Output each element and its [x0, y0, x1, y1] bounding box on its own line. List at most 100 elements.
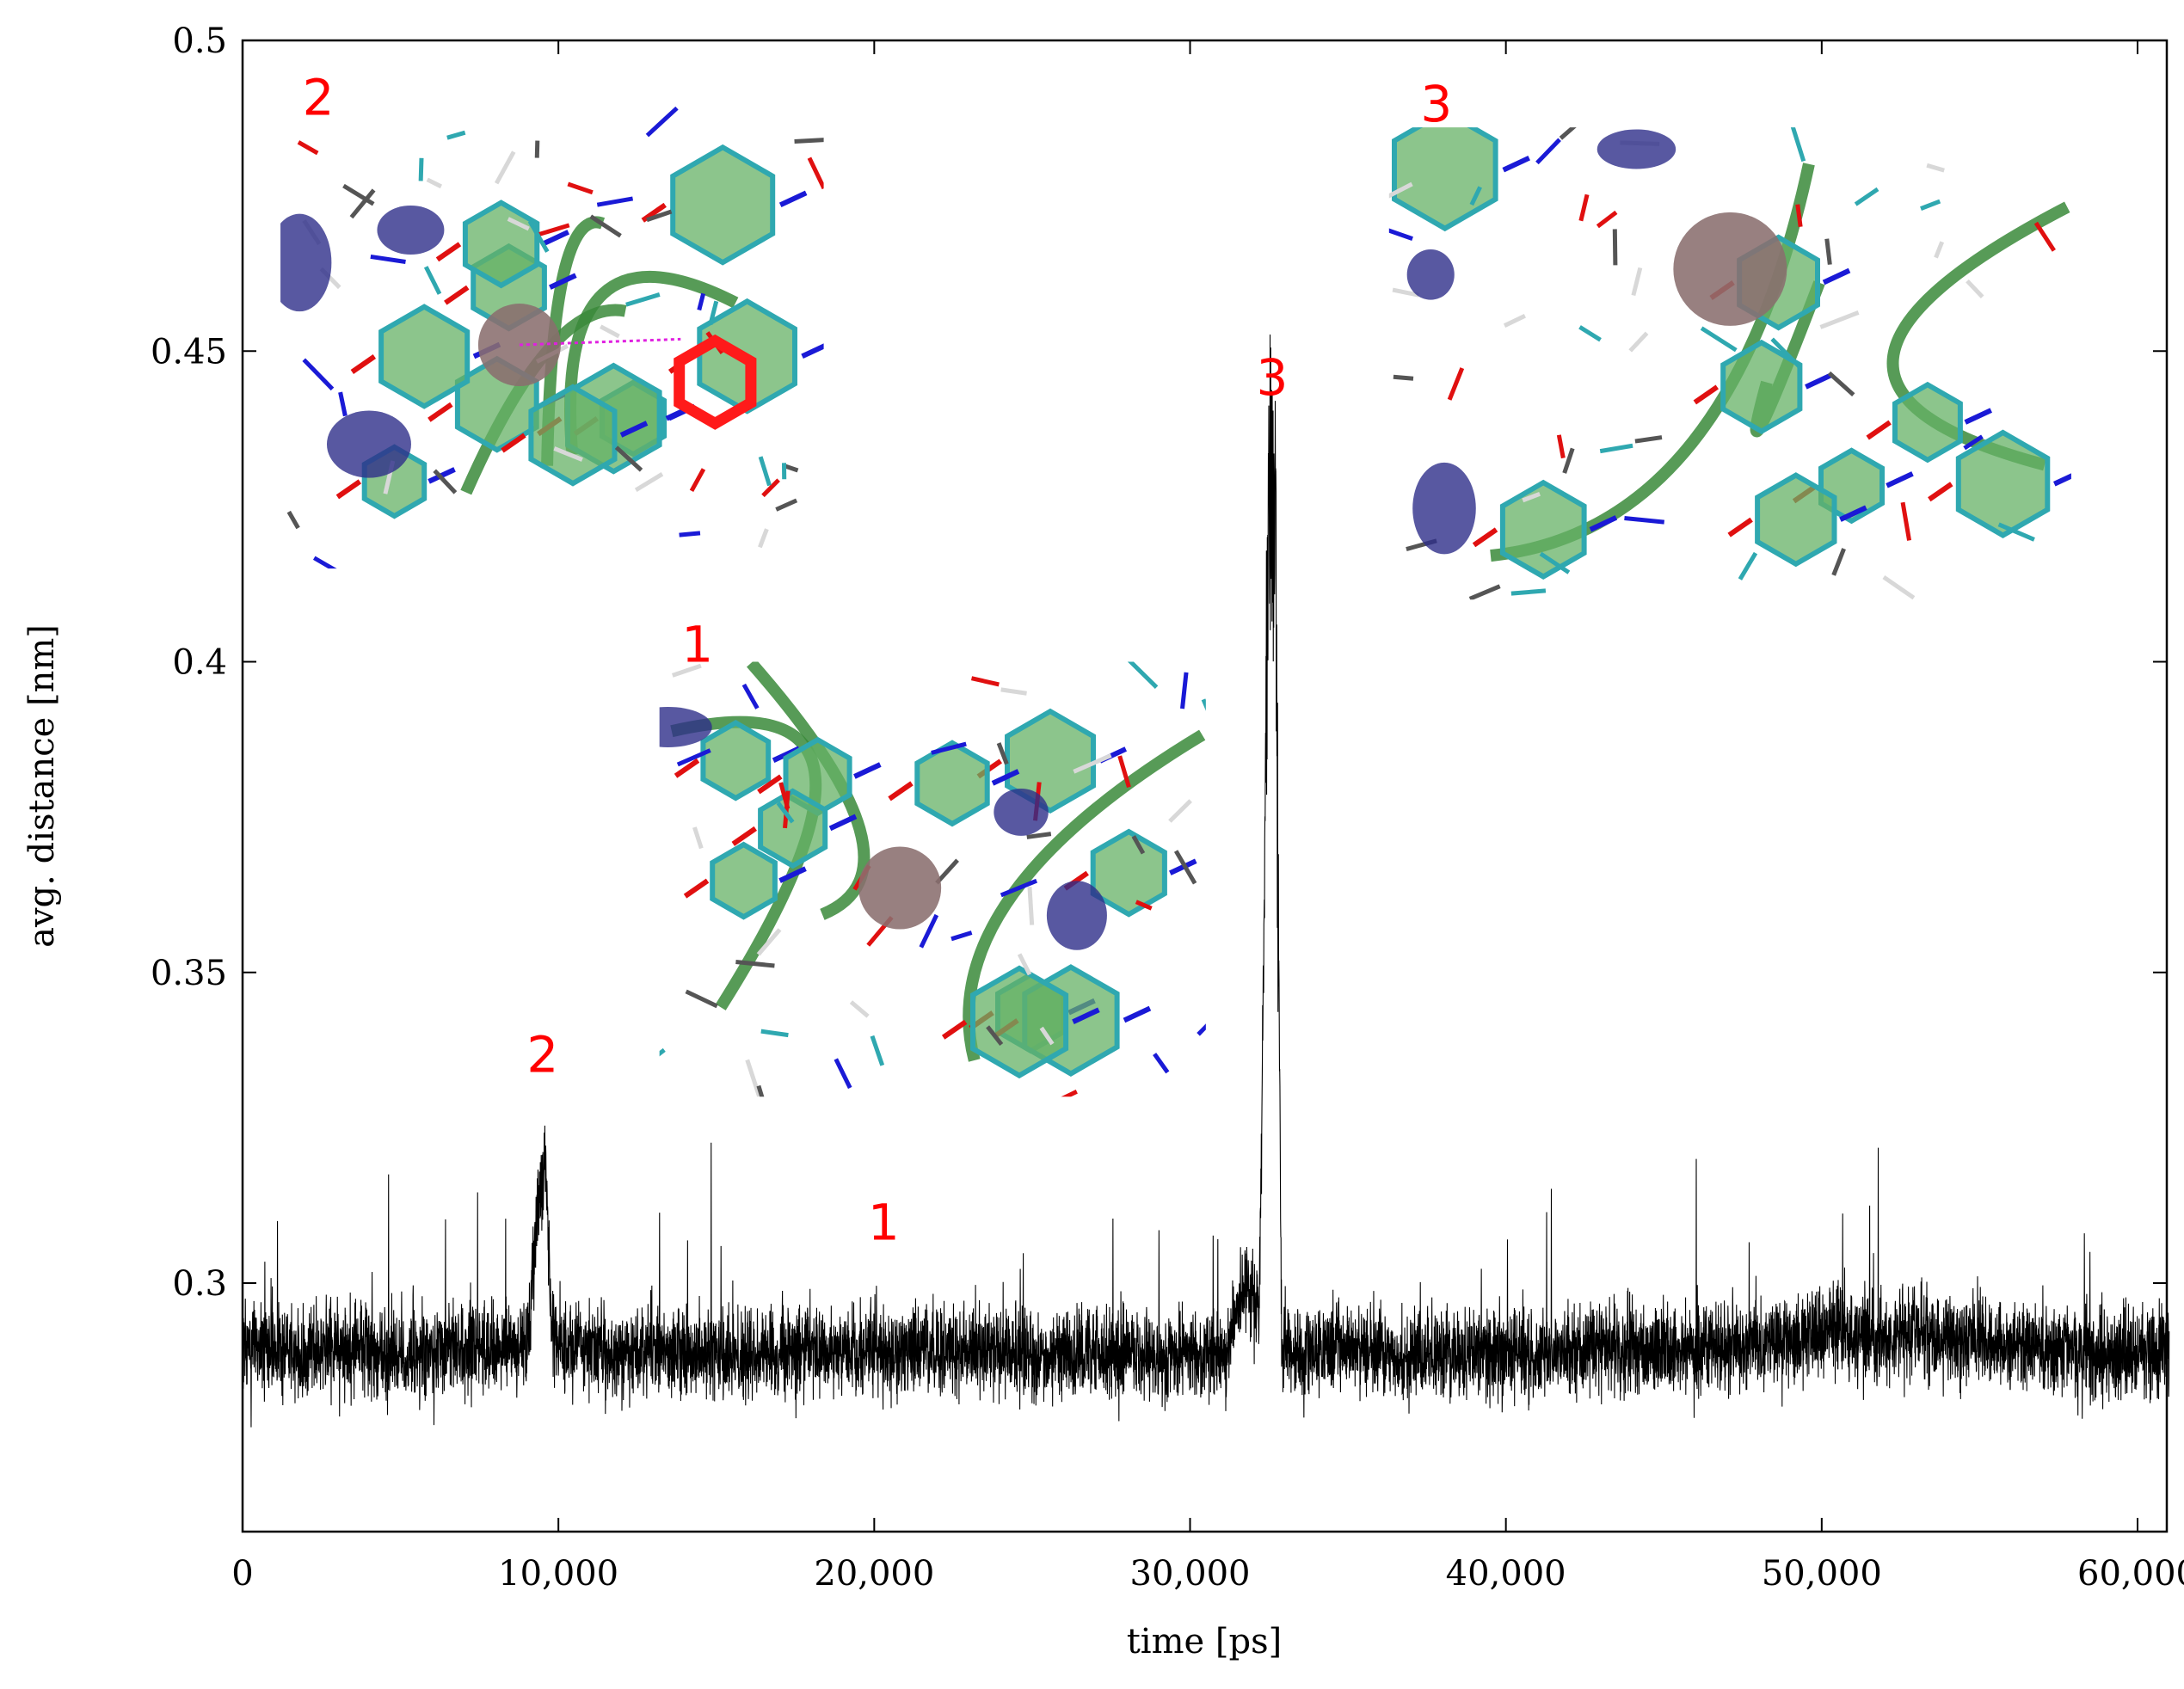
bond — [553, 446, 583, 462]
bond — [646, 209, 673, 223]
bond — [1522, 491, 1541, 503]
molecular-snapshot-3 — [1388, 127, 2071, 600]
bond — [1388, 228, 1413, 242]
aromatic-ring — [462, 200, 540, 289]
bond — [870, 1035, 885, 1066]
bond — [951, 930, 973, 942]
bond — [758, 456, 772, 487]
bond — [1628, 331, 1649, 353]
aromatic-ring — [1005, 708, 1096, 814]
plot-frame — [241, 39, 2169, 1533]
bond — [625, 292, 661, 307]
bond — [1578, 325, 1602, 342]
bond — [996, 742, 1009, 765]
bond — [1770, 337, 1803, 370]
annotation-label: 3 — [1257, 348, 1289, 407]
y-tick-label: 0.5 — [172, 21, 227, 61]
aromatic-ring — [670, 144, 776, 266]
bond — [286, 510, 300, 530]
bond — [757, 774, 783, 795]
bond — [1926, 163, 1945, 173]
ribbon — [1886, 201, 2070, 471]
bond — [1168, 799, 1192, 823]
bond — [671, 663, 702, 678]
bond — [1447, 367, 1465, 401]
bond — [1180, 672, 1189, 709]
bond — [1000, 878, 1038, 898]
bond — [783, 790, 791, 829]
bond — [1997, 522, 2035, 542]
bond — [1039, 1026, 1055, 1046]
aromatic-ring — [1955, 429, 2051, 538]
bond — [1819, 310, 1860, 329]
bond — [970, 676, 1000, 687]
molecular-snapshot-1 — [659, 661, 1206, 1097]
bond — [778, 866, 807, 883]
bond — [1559, 127, 1577, 140]
bond — [741, 683, 760, 709]
density-isosurface — [1046, 881, 1107, 950]
bond — [745, 1059, 762, 1097]
bond — [534, 140, 540, 158]
bond — [708, 300, 719, 325]
bond — [338, 391, 348, 417]
insets-layer — [280, 102, 2071, 1097]
bond — [758, 528, 769, 549]
bond — [1472, 527, 1498, 548]
y-axis-title: avg. distance [nm] — [22, 624, 62, 948]
bond — [1738, 551, 1758, 580]
bond — [689, 468, 706, 493]
x-tick-label: 50,000 — [1762, 1554, 1882, 1594]
bond — [494, 150, 516, 185]
bond — [1866, 420, 1892, 440]
bond — [735, 960, 775, 968]
bond — [600, 324, 620, 339]
bond — [645, 106, 679, 138]
bond — [1027, 887, 1035, 925]
density-isosurface — [280, 213, 332, 312]
bond — [527, 220, 550, 253]
bond — [1934, 241, 1945, 259]
bond — [619, 421, 649, 438]
bond — [778, 782, 791, 810]
x-tick-label: 40,000 — [1446, 1554, 1566, 1594]
bond — [1510, 588, 1547, 596]
bond — [760, 1029, 789, 1038]
bond — [1900, 501, 1912, 541]
bond — [1578, 193, 1590, 222]
bond — [2033, 221, 2056, 252]
bond — [1388, 181, 1413, 199]
aromatic-ring — [1499, 479, 1587, 580]
bond — [756, 1084, 765, 1097]
bond — [435, 242, 462, 262]
x-tick-label: 30,000 — [1130, 1554, 1251, 1594]
x-tick-label: 20,000 — [814, 1554, 934, 1594]
density-isosurface — [377, 205, 445, 255]
bond — [931, 741, 967, 755]
bond — [1854, 187, 1879, 206]
aromatic-ring — [710, 841, 778, 920]
bond — [1827, 371, 1855, 396]
bond — [685, 989, 718, 1009]
bond — [589, 214, 622, 238]
bond — [350, 354, 377, 374]
molecular-snapshot-2 — [280, 102, 824, 569]
bond — [731, 826, 757, 846]
bond — [1596, 210, 1618, 229]
bond — [634, 472, 664, 493]
bond — [888, 781, 914, 802]
bond — [423, 266, 442, 295]
y-tick-label: 0.35 — [151, 954, 227, 993]
bond — [2052, 473, 2071, 487]
bond — [1468, 584, 1501, 600]
bond — [1393, 374, 1414, 381]
bond — [1197, 1023, 1206, 1036]
aromatic-ring — [758, 788, 828, 869]
bond — [828, 814, 858, 832]
ion-sphere — [858, 846, 942, 930]
bond — [679, 531, 701, 537]
bond — [756, 928, 782, 956]
x-tick-label: 10,000 — [498, 1554, 618, 1594]
bond — [849, 1000, 870, 1018]
y-tick-label: 0.4 — [172, 643, 227, 683]
